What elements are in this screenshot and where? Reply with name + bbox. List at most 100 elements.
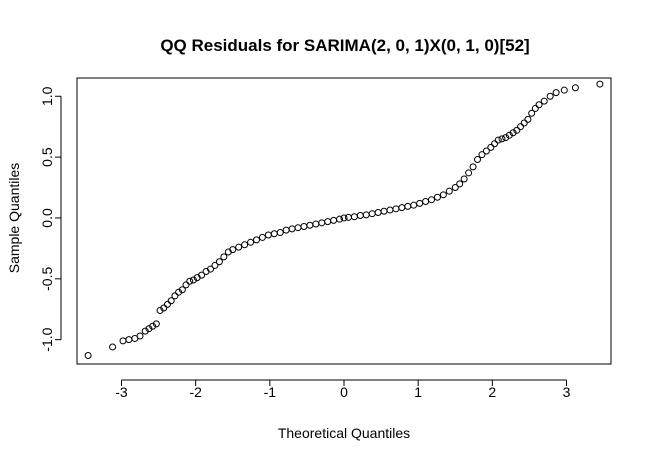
- data-point: [136, 332, 144, 340]
- data-point: [252, 236, 260, 244]
- data-point: [109, 343, 117, 351]
- data-point: [163, 300, 171, 308]
- data-point: [84, 351, 92, 359]
- data-point: [469, 163, 477, 171]
- data-point: [445, 187, 453, 195]
- y-tick-label: 0.5: [39, 147, 55, 167]
- data-point: [517, 123, 525, 131]
- data-point: [439, 191, 447, 199]
- x-tick-label: 2: [488, 384, 496, 400]
- data-point: [220, 253, 228, 261]
- x-tick-label: 0: [340, 384, 348, 400]
- data-point: [171, 292, 179, 300]
- data-point: [211, 261, 219, 269]
- data-point: [596, 80, 604, 88]
- data-point: [125, 336, 133, 344]
- data-point: [306, 221, 314, 229]
- data-point: [145, 325, 153, 333]
- data-point: [398, 204, 406, 212]
- data-point: [528, 109, 536, 117]
- y-axis: -1.0 -0.5 0.0 0.5 1.0: [39, 86, 62, 352]
- data-point: [571, 84, 579, 92]
- data-point: [478, 151, 486, 159]
- data-point: [186, 277, 194, 285]
- x-axis-label: Theoretical Quantiles: [278, 425, 410, 441]
- data-point: [380, 207, 388, 215]
- data-point: [312, 220, 320, 228]
- data-point: [356, 212, 364, 220]
- data-points: [84, 80, 604, 359]
- data-point: [560, 86, 568, 94]
- data-point: [368, 210, 376, 218]
- y-tick-label: -1.0: [39, 327, 55, 351]
- data-point: [386, 206, 394, 214]
- data-point: [520, 119, 528, 127]
- data-point: [456, 180, 464, 188]
- data-point: [229, 246, 237, 254]
- data-point: [460, 175, 468, 183]
- data-point: [422, 198, 430, 206]
- data-point: [344, 213, 352, 221]
- data-point: [531, 104, 539, 112]
- data-point: [509, 129, 517, 137]
- data-point: [235, 243, 243, 251]
- data-point: [152, 320, 160, 328]
- data-point: [160, 304, 168, 312]
- data-point: [513, 126, 521, 134]
- data-point: [288, 225, 296, 233]
- data-point: [149, 322, 157, 330]
- data-point: [410, 201, 418, 209]
- data-point: [198, 271, 206, 279]
- data-point: [189, 276, 197, 284]
- data-point: [207, 265, 214, 273]
- data-point: [300, 222, 308, 230]
- data-point: [494, 136, 502, 144]
- data-point: [247, 238, 255, 246]
- data-point: [433, 193, 441, 201]
- data-point: [428, 196, 436, 204]
- data-point: [270, 230, 278, 238]
- x-tick-label: -3: [115, 384, 128, 400]
- data-point: [336, 215, 344, 223]
- data-point: [451, 184, 459, 192]
- data-point: [546, 92, 554, 100]
- data-point: [156, 306, 164, 314]
- data-point: [340, 214, 348, 222]
- data-point: [318, 219, 326, 227]
- data-point: [167, 297, 175, 305]
- data-point: [258, 233, 266, 241]
- data-point: [374, 208, 382, 216]
- data-point: [498, 135, 506, 143]
- data-point: [505, 131, 513, 139]
- data-point: [350, 213, 358, 221]
- chart-title: QQ Residuals for SARIMA(2, 0, 1)X(0, 1, …: [160, 36, 529, 55]
- data-point: [264, 231, 272, 239]
- data-point: [487, 143, 495, 151]
- data-point: [552, 89, 560, 97]
- data-point: [175, 288, 183, 296]
- data-point: [491, 140, 499, 148]
- data-point: [535, 101, 543, 109]
- data-point: [502, 134, 510, 142]
- data-point: [362, 211, 370, 219]
- data-point: [416, 199, 424, 207]
- data-point: [119, 337, 127, 345]
- data-point: [474, 156, 481, 164]
- data-point: [276, 229, 284, 237]
- data-point: [282, 226, 290, 234]
- data-point: [141, 327, 149, 335]
- data-point: [482, 147, 490, 155]
- data-point: [324, 218, 332, 226]
- x-tick-label: 1: [414, 384, 422, 400]
- plot-area-frame: [76, 77, 612, 365]
- data-point: [182, 281, 190, 289]
- data-point: [330, 216, 338, 224]
- y-tick-label: 1.0: [39, 86, 55, 106]
- data-point: [540, 97, 548, 105]
- x-tick-label: 3: [563, 384, 571, 400]
- data-point: [294, 224, 302, 232]
- data-point: [215, 258, 223, 266]
- x-tick-label: -2: [189, 384, 202, 400]
- data-point: [178, 286, 186, 294]
